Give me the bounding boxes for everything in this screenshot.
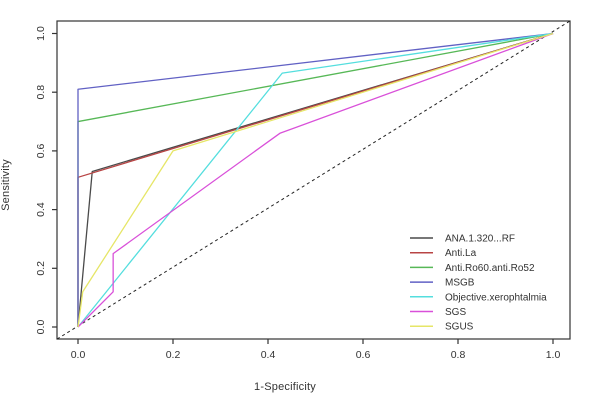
roc-curve-objective-xerophtalmia bbox=[77, 32, 554, 328]
x-tick-label: 0.4 bbox=[261, 349, 276, 361]
y-tick-label: 0.8 bbox=[35, 85, 47, 100]
legend-label: Objective.xerophtalmia bbox=[445, 292, 547, 303]
legend-label: Anti.La bbox=[445, 248, 477, 259]
x-tick-label: 0.2 bbox=[166, 349, 181, 361]
x-tick-label: 0.0 bbox=[71, 349, 86, 361]
legend-label: SGS bbox=[445, 307, 466, 318]
reference-diagonal-line bbox=[56, 20, 571, 340]
legend-label: MSGB bbox=[445, 278, 475, 289]
y-tick-label: 0.6 bbox=[35, 143, 47, 158]
legend-label: SGUS bbox=[445, 322, 474, 333]
x-tick-label: 1.0 bbox=[546, 349, 561, 361]
plot-box bbox=[56, 20, 571, 340]
x-tick-label: 0.6 bbox=[356, 349, 371, 361]
x-tick-label: 0.8 bbox=[451, 349, 466, 361]
legend-label: Anti.Ro60.anti.Ro52 bbox=[445, 263, 535, 274]
y-tick-label: 0.2 bbox=[35, 261, 47, 276]
roc-curve-anti-ro60-anti-ro52 bbox=[77, 32, 554, 327]
x-axis-title: 1-Specificity bbox=[254, 381, 316, 393]
legend-label: ANA.1.320...RF bbox=[445, 234, 515, 245]
roc-curve-sgus bbox=[77, 32, 554, 328]
y-axis-title: Sensitivity bbox=[0, 159, 12, 211]
y-tick-label: 1.0 bbox=[35, 26, 47, 41]
y-tick-label: 0.4 bbox=[35, 202, 47, 217]
roc-curve-msgb bbox=[77, 32, 554, 327]
roc-curve-sgs bbox=[77, 32, 554, 328]
y-tick-label: 0.0 bbox=[35, 320, 47, 335]
